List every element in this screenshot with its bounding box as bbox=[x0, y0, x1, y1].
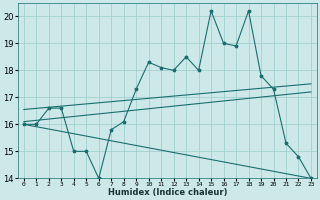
X-axis label: Humidex (Indice chaleur): Humidex (Indice chaleur) bbox=[108, 188, 227, 197]
